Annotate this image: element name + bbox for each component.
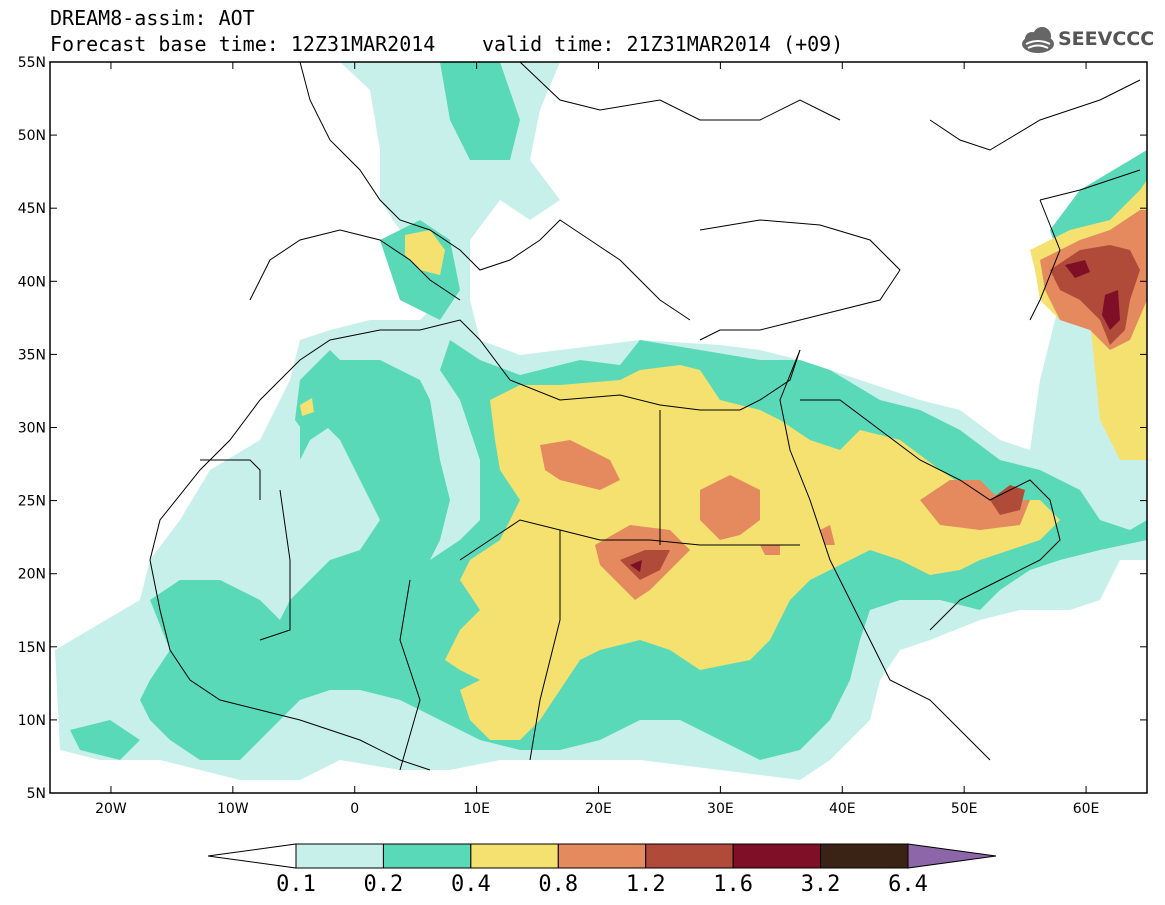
colorbar-label: 1.2	[626, 872, 666, 897]
lon-label: 10W	[217, 801, 249, 817]
lat-label: 5N	[27, 786, 46, 802]
lat-label: 25N	[18, 494, 46, 510]
lon-label: 0	[350, 801, 359, 817]
cloud-icon	[1022, 27, 1054, 53]
seevccc-logo	[1022, 27, 1054, 53]
latitude-axis: 55N 50N 45N 40N 35N 30N 25N 20N 15N 10N 5N	[18, 55, 1147, 802]
colorbar-swatch	[295, 843, 384, 869]
colorbar-swatch	[557, 843, 647, 869]
colorbar-min-arrow	[207, 843, 297, 869]
lat-label: 45N	[18, 201, 46, 217]
lon-label: 10E	[463, 801, 490, 817]
colorbar-label: 0.2	[364, 872, 404, 897]
logo-text: SEEVCCC	[1058, 28, 1155, 50]
colorbar-swatch	[470, 843, 559, 869]
colorbar-swatch	[732, 843, 822, 869]
lat-label: 55N	[18, 55, 46, 71]
coastlines	[149, 62, 1141, 771]
longitude-axis: 20W 10W 0 10E 20E 30E 40E 50E 60E	[95, 62, 1099, 817]
aot-level-0.8	[540, 440, 620, 490]
lon-label: 20W	[95, 801, 127, 817]
colorbar-swatch	[382, 843, 472, 869]
forecast-base-time: Forecast base time: 12Z31MAR2014	[50, 32, 436, 56]
aot-level-1.2	[620, 550, 670, 580]
lat-label: 40N	[18, 274, 46, 290]
colorbar-label: 0.4	[451, 872, 491, 897]
lat-label: 15N	[18, 640, 46, 656]
colorbar-swatch	[820, 843, 909, 869]
colorbar-label: 0.1	[276, 872, 316, 897]
lat-label: 50N	[18, 128, 46, 144]
lat-label: 30N	[18, 421, 46, 437]
aot-level-1.6	[1065, 260, 1090, 278]
colorbar-label: 6.4	[888, 872, 928, 897]
aot-contours	[50, 62, 1147, 793]
colorbar-label: 0.8	[538, 872, 578, 897]
colorbar-label: 3.2	[801, 872, 841, 897]
valid-time: valid time: 21Z31MAR2014 (+09)	[482, 32, 844, 56]
lat-label: 20N	[18, 567, 46, 583]
aot-colorbar: 0.1 0.2 0.4 0.8 1.2 1.6 3.2 6.4	[207, 843, 997, 897]
lon-label: 20E	[585, 801, 612, 817]
colorbar-swatch	[645, 843, 734, 869]
lon-label: 40E	[829, 801, 856, 817]
lat-label: 10N	[18, 713, 46, 729]
lon-label: 50E	[951, 801, 978, 817]
lon-label: 30E	[707, 801, 734, 817]
colorbar-label: 1.6	[713, 872, 753, 897]
lat-label: 35N	[18, 347, 46, 363]
map-title: DREAM8-assim: AOT	[50, 6, 255, 30]
colorbar-max-arrow	[907, 843, 997, 869]
lon-label: 60E	[1073, 801, 1100, 817]
